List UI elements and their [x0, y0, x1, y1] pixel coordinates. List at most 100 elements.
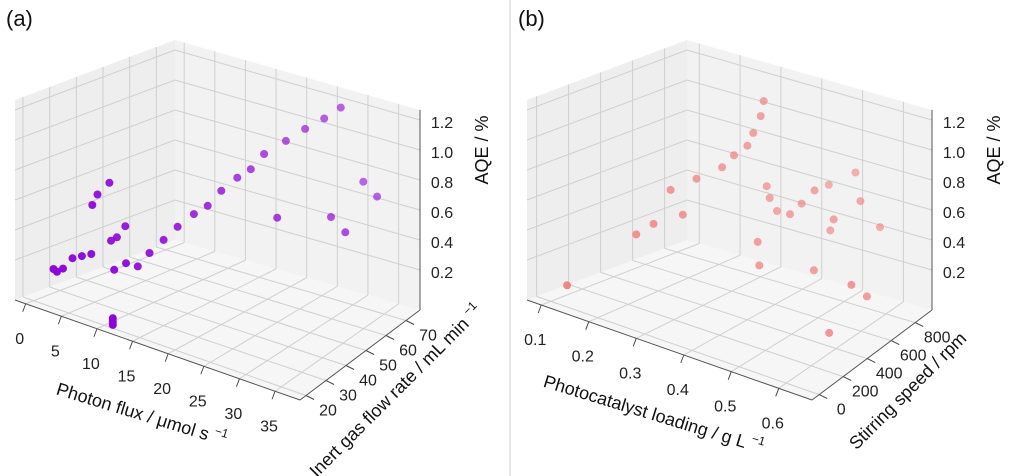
x-tick [775, 388, 780, 397]
x-tick [585, 321, 590, 330]
x-tick [164, 353, 169, 362]
z-tick-label: 0.6 [943, 205, 965, 222]
data-point [273, 213, 282, 222]
grid-line-y [632, 259, 892, 342]
y-tick-label: 60 [399, 343, 417, 360]
x-tick-label: 0 [15, 331, 24, 348]
data-point [203, 201, 212, 210]
grid-line-x [132, 268, 277, 342]
data-point [217, 186, 226, 195]
y-tick-label: 400 [876, 366, 903, 383]
data-point [122, 259, 130, 268]
x-tick [680, 354, 685, 364]
z-tick-label: 0.8 [943, 175, 965, 192]
data-point [649, 219, 658, 228]
data-point [851, 168, 860, 177]
z-tick-label: 1.2 [943, 115, 965, 132]
data-point [281, 136, 290, 145]
y-tick-label: 800 [924, 330, 951, 347]
data-point [233, 173, 242, 182]
y-tick [914, 322, 924, 328]
data-point [260, 150, 269, 158]
data-point [327, 213, 335, 221]
data-point [829, 215, 838, 224]
data-point [847, 280, 856, 289]
data-point [743, 141, 752, 150]
grid-line-z [526, 109, 933, 181]
z-tick-label: 0.4 [943, 235, 965, 252]
y-tick-label: 200 [852, 384, 879, 401]
data-point [112, 233, 121, 242]
data-point [756, 112, 765, 121]
grid-line-y [568, 283, 844, 378]
x-tick [727, 371, 732, 380]
data-point [110, 265, 119, 274]
data-point [824, 180, 833, 189]
y-tick-label: 40 [359, 373, 377, 390]
grid-line-y [49, 286, 327, 381]
y-tick [365, 350, 375, 355]
grid-line-z [526, 199, 933, 271]
grid-line-x [541, 243, 700, 306]
x-tick-label: 0.6 [762, 415, 784, 432]
z-axis-label: AQE / % [472, 115, 492, 184]
x-tick-label: 35 [260, 418, 278, 435]
grid-line-x [25, 242, 185, 305]
data-point [77, 252, 86, 261]
grid-line-y [536, 295, 820, 396]
y-tick [345, 365, 355, 370]
x-tick [129, 341, 134, 350]
data-point [762, 182, 771, 191]
x-tick [22, 303, 27, 312]
grid-line-y [664, 247, 916, 324]
grid-line-x [636, 266, 782, 339]
data-point [341, 228, 350, 237]
y-tick [385, 335, 395, 340]
y-tick [842, 376, 852, 382]
data-point [121, 222, 130, 231]
data-point [718, 163, 727, 172]
data-point [786, 210, 794, 219]
y-axis-line [811, 309, 933, 401]
y-tick [405, 320, 415, 325]
y-tick-label: 20 [319, 403, 337, 420]
data-point [797, 199, 806, 208]
data-point [856, 197, 865, 206]
data-point [107, 236, 115, 245]
grid-line-y [22, 296, 307, 396]
data-point [753, 237, 762, 246]
data-point [678, 210, 687, 219]
data-point [105, 178, 114, 187]
panel-label: (a) [6, 6, 33, 31]
data-point [320, 114, 329, 123]
y-tick-label: 600 [900, 348, 927, 365]
z-tick-label: 0.2 [431, 265, 453, 282]
x-tick-label: 0.5 [714, 399, 736, 416]
data-point [862, 292, 871, 301]
grid-line-x [96, 259, 246, 330]
grid-line-z [526, 169, 933, 241]
x-tick-label: 0.1 [524, 332, 546, 349]
x-tick [93, 328, 98, 337]
grid-line-z [14, 49, 421, 121]
z-tick-label: 0.4 [431, 235, 453, 252]
grid-line-z [14, 109, 421, 181]
x-axis-label: Photon flux / μmol s −1 [54, 376, 230, 450]
panel-a: 051015202530352030405060700.20.40.60.81.… [6, 6, 492, 476]
data-point [359, 177, 368, 186]
x-tick-label: 0.4 [667, 382, 689, 399]
z-tick-label: 0.6 [431, 205, 453, 222]
x-tick [271, 391, 276, 400]
grid-line-y [600, 271, 868, 360]
grid-line-x [203, 285, 338, 367]
y-tick [866, 358, 876, 364]
grid-line-x [274, 303, 399, 392]
data-point [53, 267, 61, 276]
grid-line-x [683, 278, 822, 356]
grid-line-z [14, 139, 421, 211]
y-tick-label: 70 [419, 328, 437, 345]
data-point [373, 192, 382, 201]
x-tick-label: 5 [51, 343, 60, 360]
data-point [765, 194, 774, 202]
